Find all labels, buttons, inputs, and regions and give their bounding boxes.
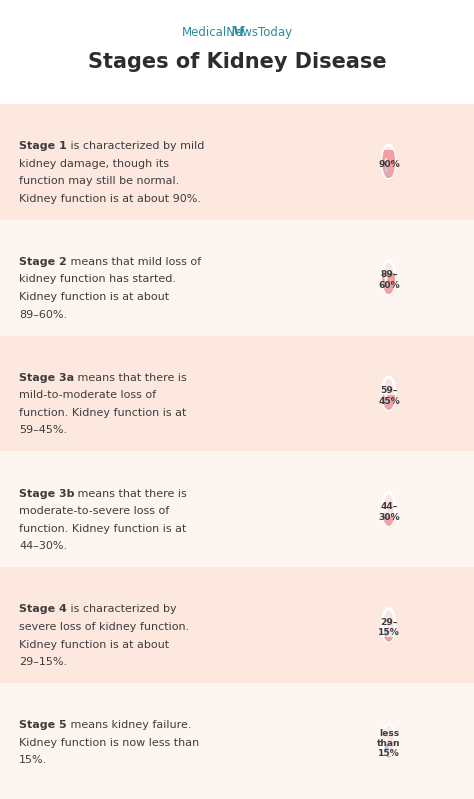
- Text: function may still be normal.: function may still be normal.: [19, 176, 179, 186]
- Ellipse shape: [382, 609, 395, 642]
- Text: Kidney function is at about: Kidney function is at about: [19, 639, 169, 650]
- FancyArrowPatch shape: [386, 167, 387, 172]
- FancyArrowPatch shape: [386, 746, 387, 751]
- Text: 44–30%.: 44–30%.: [19, 541, 67, 551]
- Ellipse shape: [382, 261, 395, 294]
- Text: Kidney function is now less than: Kidney function is now less than: [19, 737, 199, 748]
- Ellipse shape: [382, 493, 395, 526]
- Text: kidney damage, though its: kidney damage, though its: [19, 158, 169, 169]
- Ellipse shape: [382, 145, 395, 178]
- Ellipse shape: [382, 377, 395, 410]
- Ellipse shape: [384, 506, 387, 515]
- Text: moderate-to-severe loss of: moderate-to-severe loss of: [19, 506, 169, 516]
- Text: Stage 1: Stage 1: [19, 141, 67, 151]
- Ellipse shape: [383, 380, 397, 412]
- FancyArrowPatch shape: [386, 515, 387, 519]
- Ellipse shape: [383, 495, 397, 528]
- Ellipse shape: [383, 727, 397, 760]
- Ellipse shape: [382, 493, 395, 526]
- Ellipse shape: [382, 145, 395, 178]
- FancyArrowPatch shape: [386, 399, 387, 403]
- Text: function. Kidney function is at: function. Kidney function is at: [19, 407, 186, 418]
- Text: Stage 2: Stage 2: [19, 256, 67, 267]
- Text: 44–
30%: 44– 30%: [378, 502, 400, 522]
- Bar: [0, 567, 474, 683]
- Text: kidney function has started.: kidney function has started.: [19, 274, 176, 284]
- Ellipse shape: [384, 274, 387, 283]
- Bar: [0, 0, 474, 104]
- Text: means that there is: means that there is: [74, 372, 187, 383]
- Bar: [0, 683, 474, 799]
- Text: means kidney failure.: means kidney failure.: [66, 720, 191, 730]
- Ellipse shape: [384, 158, 387, 167]
- Ellipse shape: [383, 611, 397, 644]
- Bar: [0, 336, 474, 451]
- Text: severe loss of kidney function.: severe loss of kidney function.: [19, 622, 189, 632]
- Text: M: M: [230, 26, 244, 38]
- Ellipse shape: [383, 148, 397, 181]
- Text: MedicalNewsToday: MedicalNewsToday: [182, 26, 292, 38]
- Text: means that there is: means that there is: [74, 488, 187, 499]
- Text: mild-to-moderate loss of: mild-to-moderate loss of: [19, 390, 156, 400]
- Text: 59–
45%: 59– 45%: [378, 386, 400, 406]
- Text: means that mild loss of: means that mild loss of: [67, 256, 201, 267]
- Bar: [0, 104, 474, 220]
- Ellipse shape: [384, 622, 387, 630]
- Text: Kidney function is at about 90%.: Kidney function is at about 90%.: [19, 193, 201, 204]
- Text: 89–
60%: 89– 60%: [378, 270, 400, 290]
- Ellipse shape: [382, 609, 395, 642]
- Text: less
than
15%: less than 15%: [377, 729, 401, 758]
- Text: is characterized by: is characterized by: [67, 604, 176, 614]
- Text: 89–60%.: 89–60%.: [19, 309, 67, 320]
- Bar: [0, 220, 474, 336]
- Text: 90%: 90%: [378, 160, 400, 169]
- Text: Stage 5: Stage 5: [19, 720, 66, 730]
- Ellipse shape: [382, 725, 395, 757]
- Ellipse shape: [384, 390, 387, 399]
- Ellipse shape: [382, 377, 395, 410]
- FancyArrowPatch shape: [386, 283, 387, 288]
- Text: function. Kidney function is at: function. Kidney function is at: [19, 523, 186, 534]
- Text: Stage 3b: Stage 3b: [19, 488, 74, 499]
- Ellipse shape: [382, 725, 395, 757]
- Text: Stages of Kidney Disease: Stages of Kidney Disease: [88, 52, 386, 72]
- Text: Stage 3a: Stage 3a: [19, 372, 74, 383]
- Text: 29–15%.: 29–15%.: [19, 657, 67, 667]
- Bar: [0, 451, 474, 567]
- Ellipse shape: [383, 264, 397, 296]
- Text: 29–
15%: 29– 15%: [378, 618, 400, 638]
- Text: Stage 4: Stage 4: [19, 604, 67, 614]
- Text: is characterized by mild: is characterized by mild: [67, 141, 204, 151]
- Ellipse shape: [382, 261, 395, 294]
- Text: Kidney function is at about: Kidney function is at about: [19, 292, 169, 302]
- FancyArrowPatch shape: [386, 630, 387, 635]
- Text: 15%.: 15%.: [19, 755, 47, 765]
- Ellipse shape: [384, 737, 387, 746]
- Text: 59–45%.: 59–45%.: [19, 425, 67, 435]
